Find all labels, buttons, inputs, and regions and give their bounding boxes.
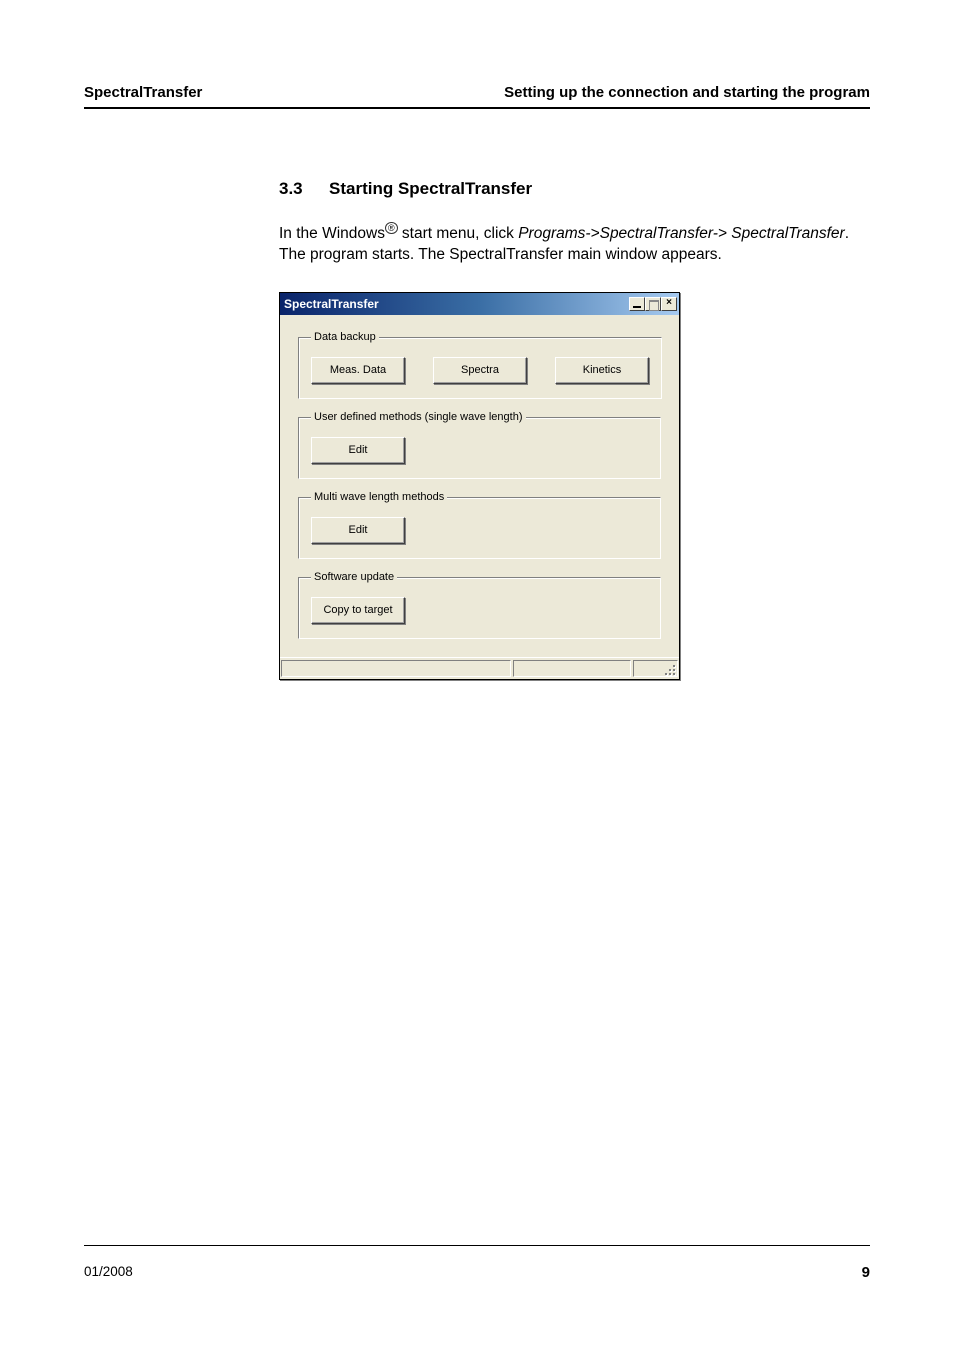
header-left: SpectralTransfer xyxy=(84,84,202,101)
group-legend: Data backup xyxy=(311,331,379,343)
status-bar xyxy=(280,657,679,679)
footer-date: 01/2008 xyxy=(84,1264,133,1281)
document-page: SpectralTransfer Setting up the connecti… xyxy=(0,0,954,1351)
maximize-icon[interactable] xyxy=(645,297,661,311)
titlebar[interactable]: SpectralTransfer × xyxy=(280,293,679,315)
registered-icon: ® xyxy=(385,222,398,234)
edit-multi-button[interactable]: Edit xyxy=(311,517,405,544)
meas-data-button[interactable]: Meas. Data xyxy=(311,357,405,384)
window-controls: × xyxy=(629,297,677,311)
app-window: SpectralTransfer × Data backup Meas. Dat… xyxy=(279,292,680,680)
resize-grip-icon[interactable] xyxy=(661,661,675,675)
section-heading: 3.3Starting SpectralTransfer xyxy=(279,179,870,199)
edit-single-button[interactable]: Edit xyxy=(311,437,405,464)
status-pane xyxy=(281,660,511,677)
group-single-wave: User defined methods (single wave length… xyxy=(298,411,661,479)
page-footer: 01/2008 9 xyxy=(84,1245,870,1281)
minimize-icon[interactable] xyxy=(629,297,645,311)
section-number: 3.3 xyxy=(279,179,329,199)
window-body: Data backup Meas. Data Spectra Kinetics … xyxy=(280,315,679,657)
status-pane xyxy=(513,660,631,677)
group-software-update: Software update Copy to target xyxy=(298,571,661,639)
intro-paragraph: In the Windows® start menu, click Progra… xyxy=(279,223,870,266)
group-legend: Software update xyxy=(311,571,397,583)
window-title: SpectralTransfer xyxy=(284,297,379,311)
spectra-button[interactable]: Spectra xyxy=(433,357,527,384)
header-right: Setting up the connection and starting t… xyxy=(504,84,870,101)
status-pane xyxy=(633,660,678,677)
page-header: SpectralTransfer Setting up the connecti… xyxy=(84,84,870,109)
group-multi-wave: Multi wave length methods Edit xyxy=(298,491,661,559)
copy-to-target-button[interactable]: Copy to target xyxy=(311,597,405,624)
group-legend: Multi wave length methods xyxy=(311,491,447,503)
section-title: Starting SpectralTransfer xyxy=(329,179,532,198)
group-legend: User defined methods (single wave length… xyxy=(311,411,526,423)
close-icon[interactable]: × xyxy=(661,297,677,311)
page-content: 3.3Starting SpectralTransfer In the Wind… xyxy=(279,179,870,680)
kinetics-button[interactable]: Kinetics xyxy=(555,357,649,384)
group-data-backup: Data backup Meas. Data Spectra Kinetics xyxy=(298,331,662,399)
page-number: 9 xyxy=(862,1264,870,1281)
